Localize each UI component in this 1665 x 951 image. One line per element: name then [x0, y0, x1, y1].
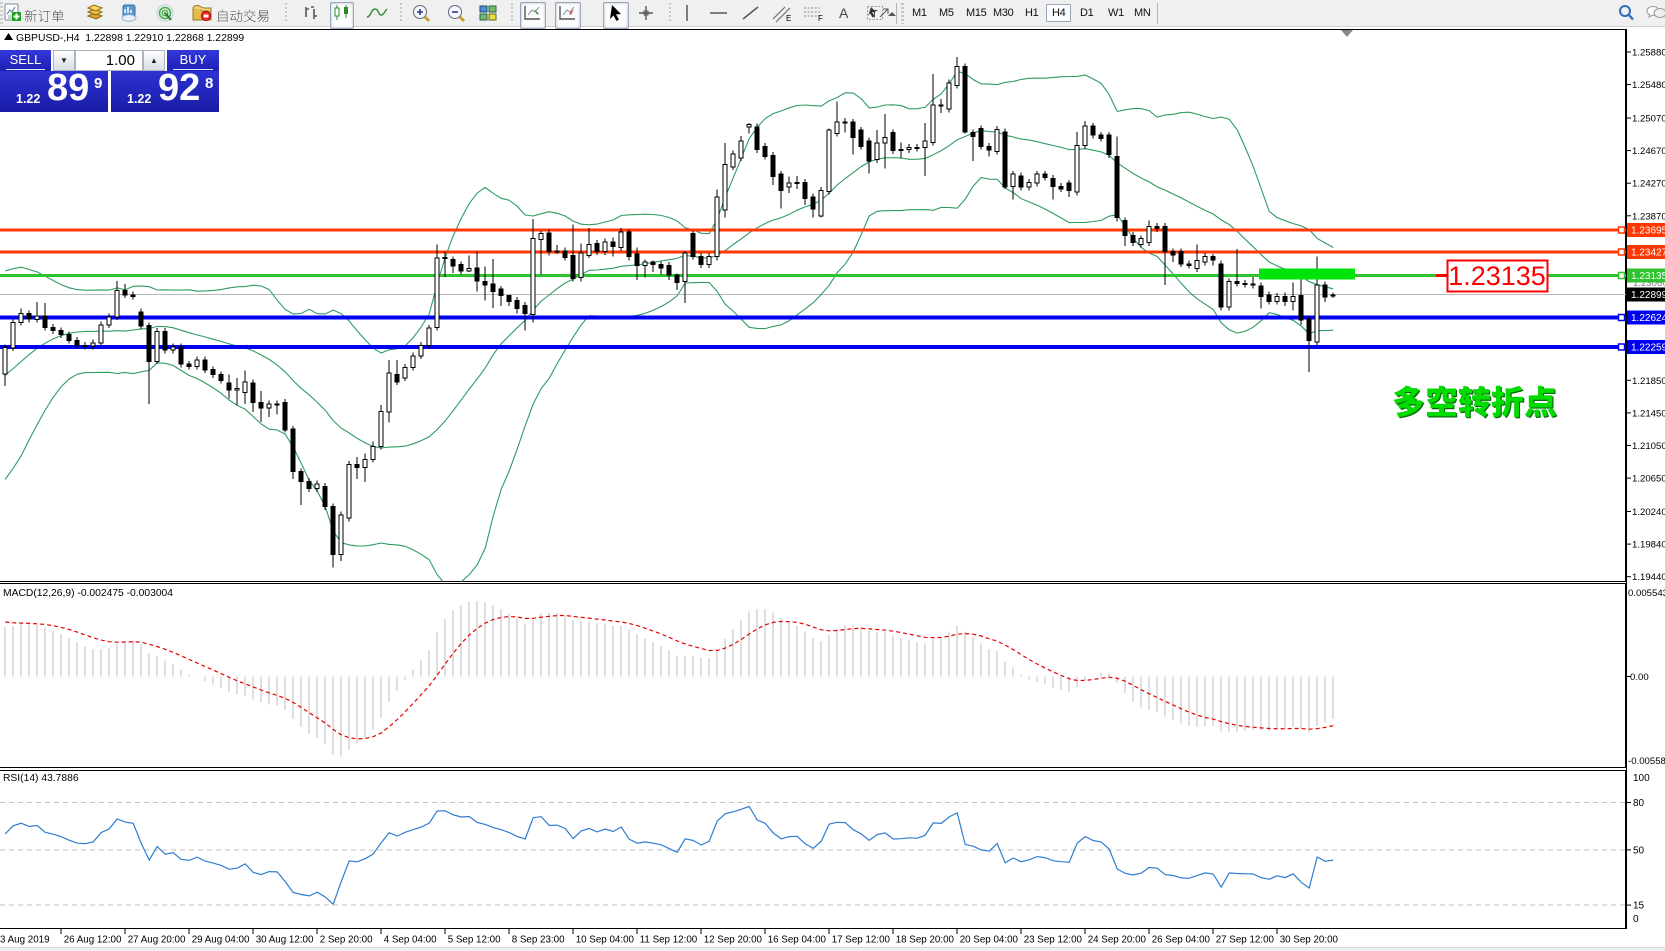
svg-text:1.19840: 1.19840	[1632, 540, 1665, 551]
svg-text:1.23427: 1.23427	[1631, 248, 1665, 259]
svg-text:E: E	[786, 14, 791, 23]
svg-text:18 Sep 20:00: 18 Sep 20:00	[896, 935, 955, 946]
svg-text:0: 0	[1633, 914, 1639, 925]
svg-text:8 Sep 23:00: 8 Sep 23:00	[512, 935, 565, 946]
svg-text:1.23870: 1.23870	[1632, 211, 1665, 222]
svg-text:0.00: 0.00	[1630, 672, 1649, 683]
svg-text:1.21850: 1.21850	[1632, 376, 1665, 387]
svg-text:100: 100	[1633, 773, 1650, 784]
svg-text:1.22899: 1.22899	[1631, 290, 1665, 301]
svg-text:16 Sep 04:00: 16 Sep 04:00	[768, 935, 827, 946]
svg-text:1.22624: 1.22624	[1631, 313, 1665, 324]
svg-text:1.25070: 1.25070	[1632, 114, 1665, 125]
svg-text:1.25480: 1.25480	[1632, 80, 1665, 91]
svg-text:-0.0055843: -0.0055843	[1628, 756, 1665, 767]
svg-text:MACD(12,26,9) -0.002475 -0.003: MACD(12,26,9) -0.002475 -0.003004	[3, 588, 173, 599]
svg-text:1.20240: 1.20240	[1632, 507, 1665, 518]
svg-text:1.25880: 1.25880	[1632, 48, 1665, 59]
svg-text:1.22259: 1.22259	[1631, 343, 1665, 354]
svg-text:1.21050: 1.21050	[1632, 441, 1665, 452]
svg-text:1.23060: 1.23060	[1633, 278, 1665, 289]
svg-text:2 Sep 20:00: 2 Sep 20:00	[320, 935, 373, 946]
svg-text:30 Sep 20:00: 30 Sep 20:00	[1280, 935, 1339, 946]
svg-text:50: 50	[1633, 845, 1645, 856]
svg-text:1.23135: 1.23135	[1631, 271, 1665, 282]
svg-text:80: 80	[1633, 798, 1645, 809]
svg-text:4 Sep 04:00: 4 Sep 04:00	[384, 935, 437, 946]
svg-text:27 Sep 12:00: 27 Sep 12:00	[1216, 935, 1275, 946]
svg-text:27 Aug 20:00: 27 Aug 20:00	[128, 935, 186, 946]
svg-text:11 Sep 12:00: 11 Sep 12:00	[640, 935, 698, 946]
svg-text:20 Sep 04:00: 20 Sep 04:00	[960, 935, 1019, 946]
svg-text:0.0055430: 0.0055430	[1628, 588, 1665, 599]
svg-text:A: A	[839, 5, 849, 21]
svg-text:GBPUSD-,H4 1.22898 1.22910 1.: GBPUSD-,H4 1.22898 1.22910 1.22868 1.228…	[16, 33, 244, 44]
svg-text:RSI(14) 43.7886: RSI(14) 43.7886	[3, 773, 79, 784]
svg-text:30 Aug 12:00: 30 Aug 12:00	[256, 935, 314, 946]
svg-text:10 Sep 04:00: 10 Sep 04:00	[576, 935, 635, 946]
svg-text:5 Sep 12:00: 5 Sep 12:00	[448, 935, 501, 946]
svg-text:29 Aug 04:00: 29 Aug 04:00	[192, 935, 250, 946]
svg-text:F: F	[818, 14, 823, 23]
svg-text:26 Aug 12:00: 26 Aug 12:00	[64, 935, 122, 946]
svg-text:1.23695: 1.23695	[1631, 226, 1665, 237]
svg-text:1.20650: 1.20650	[1632, 474, 1665, 485]
svg-text:1.24670: 1.24670	[1632, 146, 1665, 157]
svg-text:T: T	[871, 9, 878, 21]
svg-text:12 Sep 20:00: 12 Sep 20:00	[704, 935, 763, 946]
svg-text:24 Sep 20:00: 24 Sep 20:00	[1088, 935, 1147, 946]
svg-text:1.24270: 1.24270	[1632, 179, 1665, 190]
svg-text:15: 15	[1633, 901, 1645, 912]
svg-text:23 Sep 12:00: 23 Sep 12:00	[1024, 935, 1083, 946]
svg-text:3 Aug 2019: 3 Aug 2019	[0, 935, 50, 946]
svg-text:1.23135: 1.23135	[1448, 261, 1546, 291]
svg-text:26 Sep 04:00: 26 Sep 04:00	[1152, 935, 1211, 946]
svg-text:1.21450: 1.21450	[1632, 408, 1665, 419]
svg-text:17 Sep 12:00: 17 Sep 12:00	[832, 935, 891, 946]
svg-text:1.19440: 1.19440	[1632, 572, 1665, 583]
